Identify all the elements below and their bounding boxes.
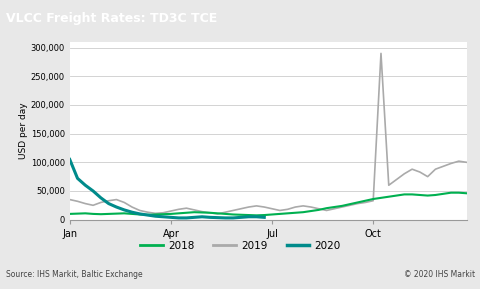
Y-axis label: USD per day: USD per day (19, 103, 28, 159)
Legend: 2018, 2019, 2020: 2018, 2019, 2020 (136, 236, 344, 255)
Text: Source: IHS Markit, Baltic Exchange: Source: IHS Markit, Baltic Exchange (6, 270, 142, 279)
Text: © 2020 IHS Markit: © 2020 IHS Markit (403, 270, 474, 279)
Text: VLCC Freight Rates: TD3C TCE: VLCC Freight Rates: TD3C TCE (6, 12, 216, 25)
